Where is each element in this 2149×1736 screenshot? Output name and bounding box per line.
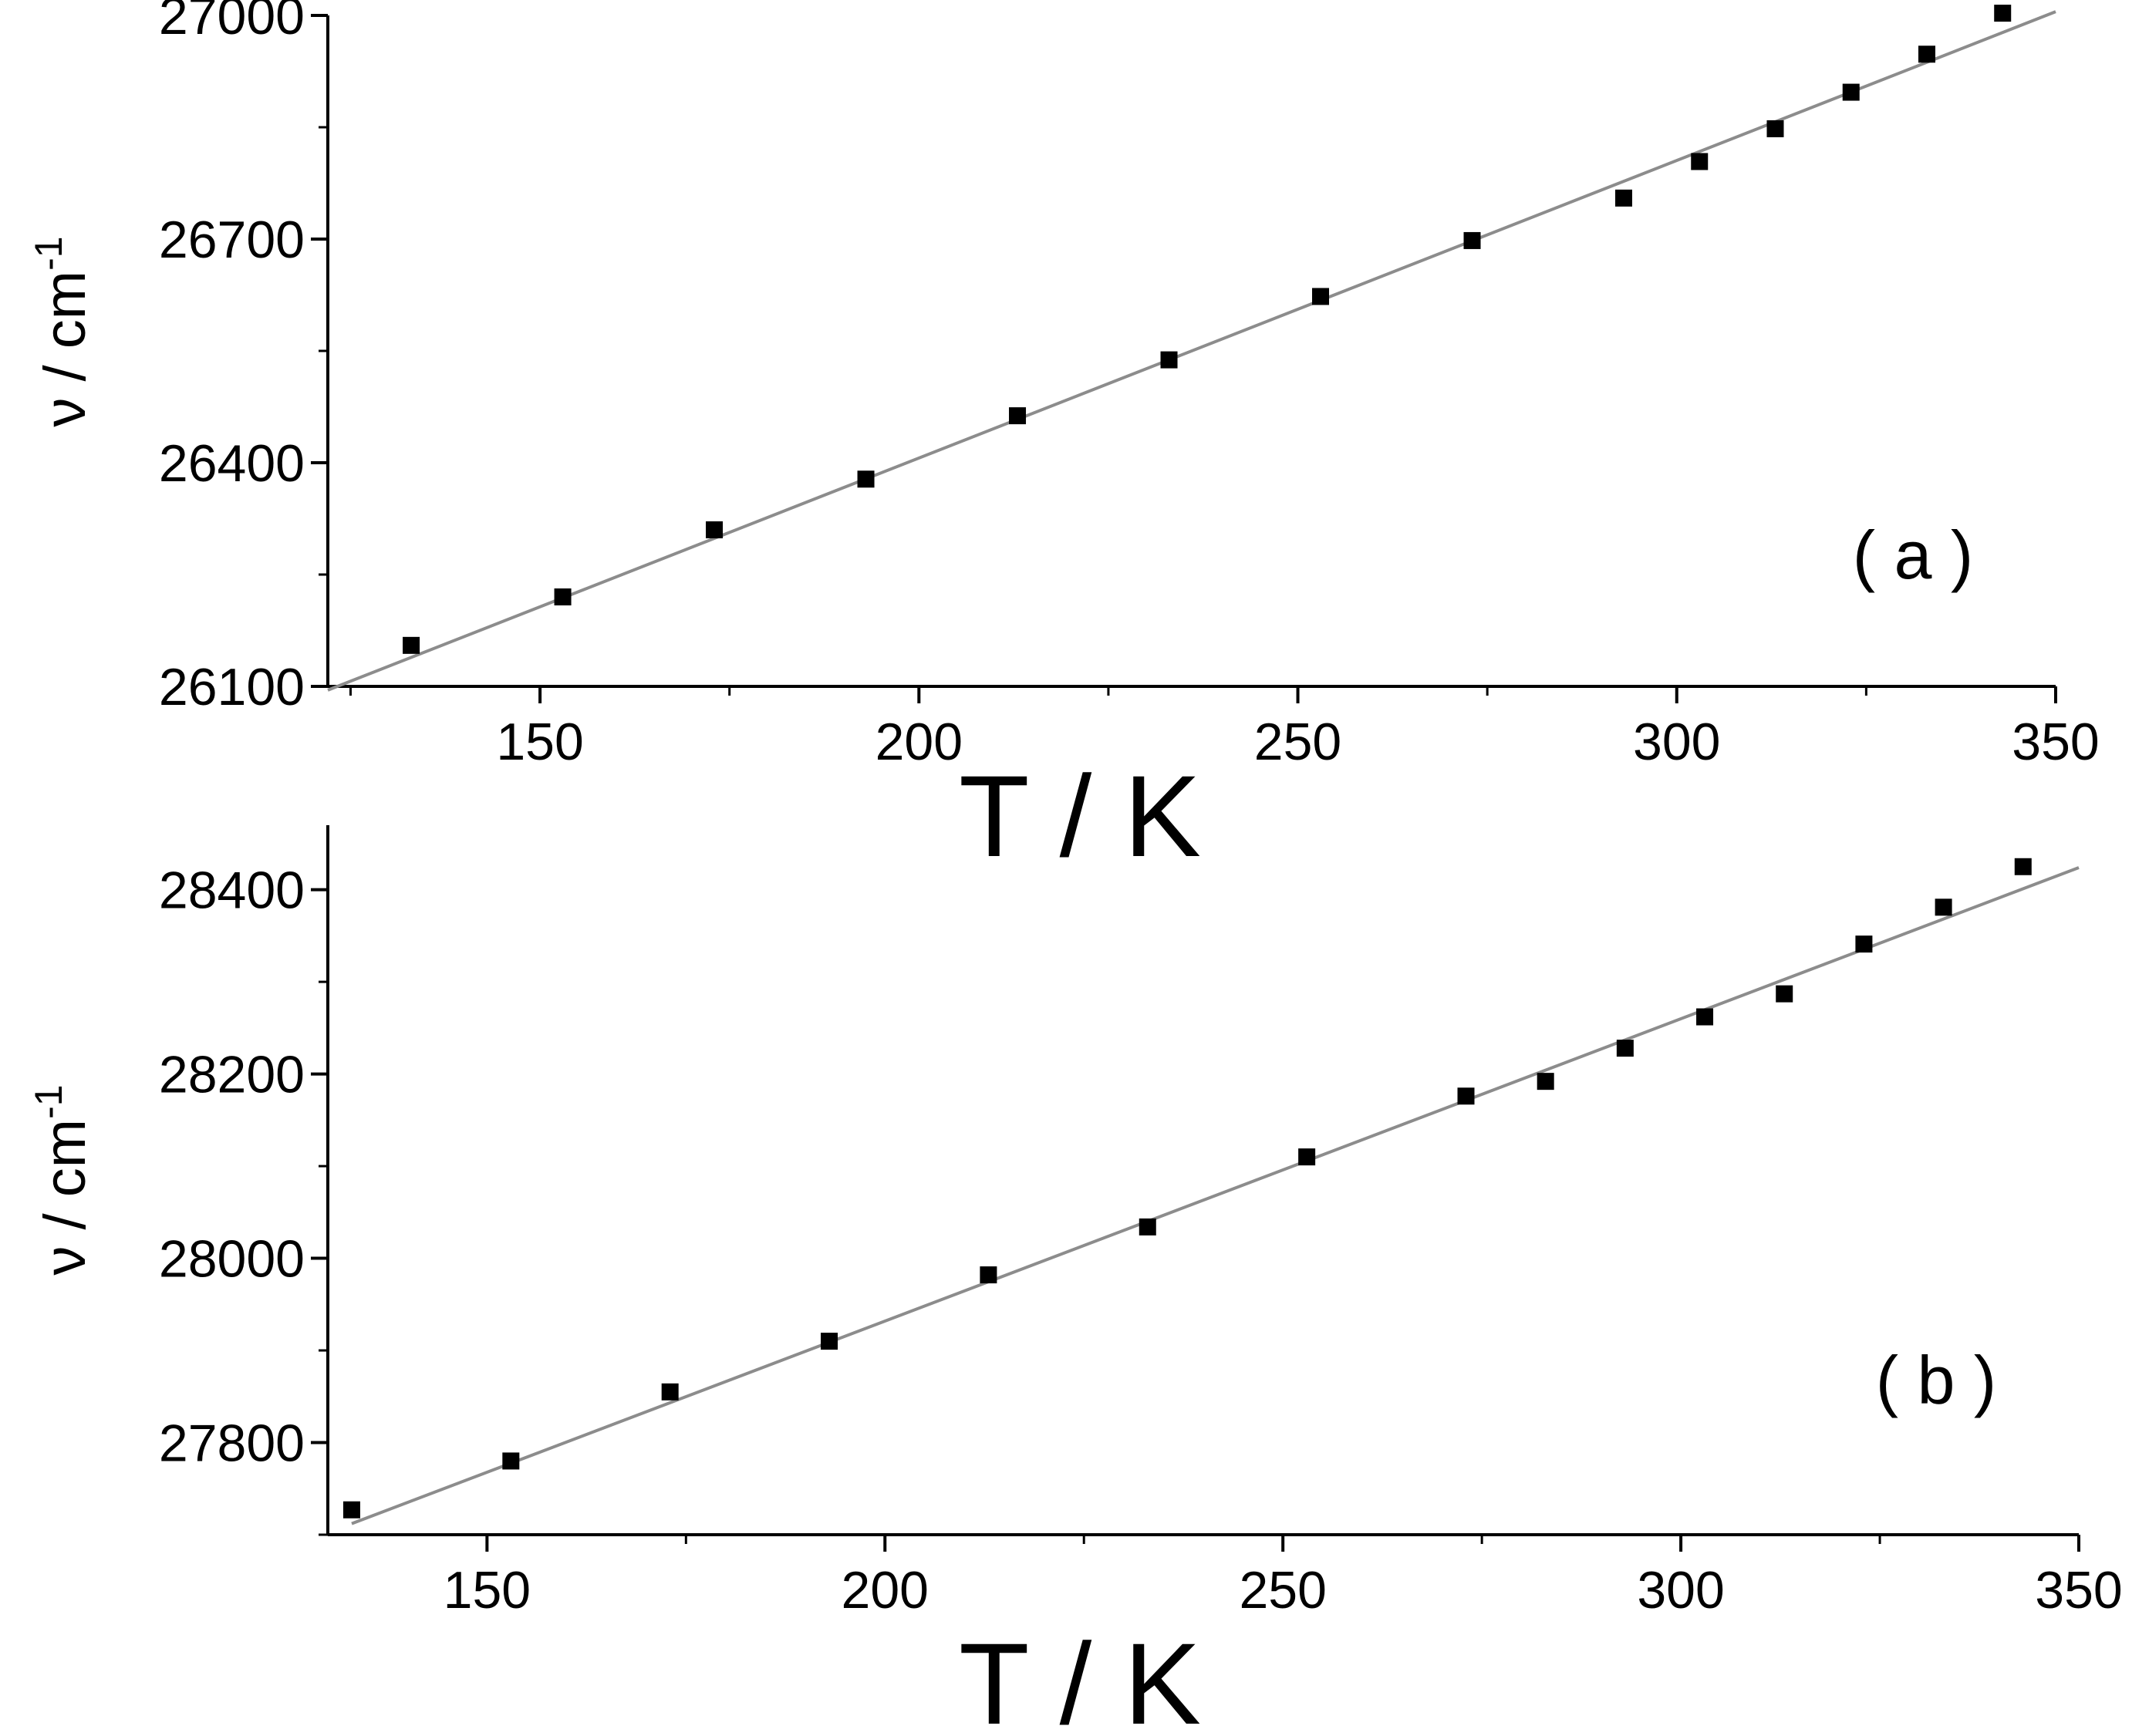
x-tick-label: 350 [2035, 1561, 2122, 1620]
y-tick-label: 26400 [159, 434, 305, 493]
axis-ticks [311, 14, 2057, 703]
y-tick-label: 28200 [159, 1046, 305, 1104]
x-tick-label: 150 [444, 1561, 531, 1620]
y-tick-label: 27000 [159, 0, 305, 46]
data-point [1615, 189, 1632, 207]
tick-labels: 150 200 250 300 350 27800 28000 28200 28400 [159, 861, 2123, 1620]
panel-b: 150 200 250 300 350 27800 28000 28200 28400 T / … [27, 825, 2123, 1736]
data-point [980, 1266, 997, 1284]
data-point [554, 588, 572, 605]
y-axis-title-sup: -1 [27, 1084, 70, 1118]
data-point [403, 636, 420, 654]
y-tick-label: 28000 [159, 1230, 305, 1289]
x-tick-label: 250 [1254, 713, 1341, 771]
data-point [1842, 83, 1860, 101]
data-point [1994, 5, 2012, 22]
data-point [1918, 46, 1935, 63]
x-tick-label: 300 [1637, 1561, 1724, 1620]
fit-line [327, 10, 2056, 692]
y-axis-title: ν / cm-1 [27, 236, 98, 426]
data-point [1616, 1040, 1634, 1057]
panel-label: ( b ) [1876, 1342, 1996, 1418]
data-point [661, 1383, 679, 1401]
tick-labels: 150 200 250 300 350 26100 26400 26700 27000 [159, 0, 2100, 771]
data-point [1766, 120, 1784, 137]
data-point [1537, 1073, 1554, 1090]
data-point [857, 470, 875, 488]
data-markers [403, 5, 2012, 654]
data-point [821, 1333, 838, 1350]
x-axis-title: T / K [959, 1619, 1201, 1736]
data-point [1696, 1008, 1714, 1026]
axis-ticks [311, 888, 2080, 1552]
y-axis-title-main: ν / cm [32, 271, 98, 427]
x-tick-label: 200 [875, 713, 963, 771]
data-point [1457, 1087, 1475, 1105]
y-tick-label: 26700 [159, 211, 305, 269]
data-point [1009, 407, 1027, 425]
data-point [1463, 231, 1481, 249]
x-axis-title: T / K [959, 751, 1201, 881]
data-markers [342, 858, 2032, 1519]
y-axis-title: ν / cm-1 [27, 1084, 98, 1275]
y-axis-title-sup: -1 [27, 236, 70, 270]
x-tick-label: 150 [496, 713, 583, 771]
panel-label: ( a ) [1853, 517, 1973, 593]
data-point [1160, 351, 1178, 369]
x-tick-label: 250 [1239, 1561, 1326, 1620]
x-tick-label: 300 [1633, 713, 1720, 771]
data-point [1139, 1218, 1156, 1235]
x-tick-label: 350 [2012, 713, 2099, 771]
data-point [342, 1501, 360, 1519]
data-point [502, 1452, 520, 1470]
panel-a: 150 200 250 300 350 26100 26400 26700 27000 T / … [27, 0, 2100, 881]
data-point [1691, 153, 1709, 170]
data-point [1298, 1148, 1316, 1166]
y-axis-title-main: ν / cm [32, 1119, 98, 1276]
data-point [2014, 858, 2032, 875]
data-point [1312, 288, 1330, 305]
fit-line [351, 866, 2080, 1525]
x-tick-label: 200 [842, 1561, 929, 1620]
y-tick-label: 26100 [159, 658, 305, 716]
y-tick-label: 27800 [159, 1414, 305, 1473]
data-point [1776, 985, 1793, 1003]
data-point [706, 521, 724, 538]
y-tick-label: 28400 [159, 861, 305, 920]
data-point [1855, 935, 1873, 953]
data-point [1935, 898, 1952, 916]
